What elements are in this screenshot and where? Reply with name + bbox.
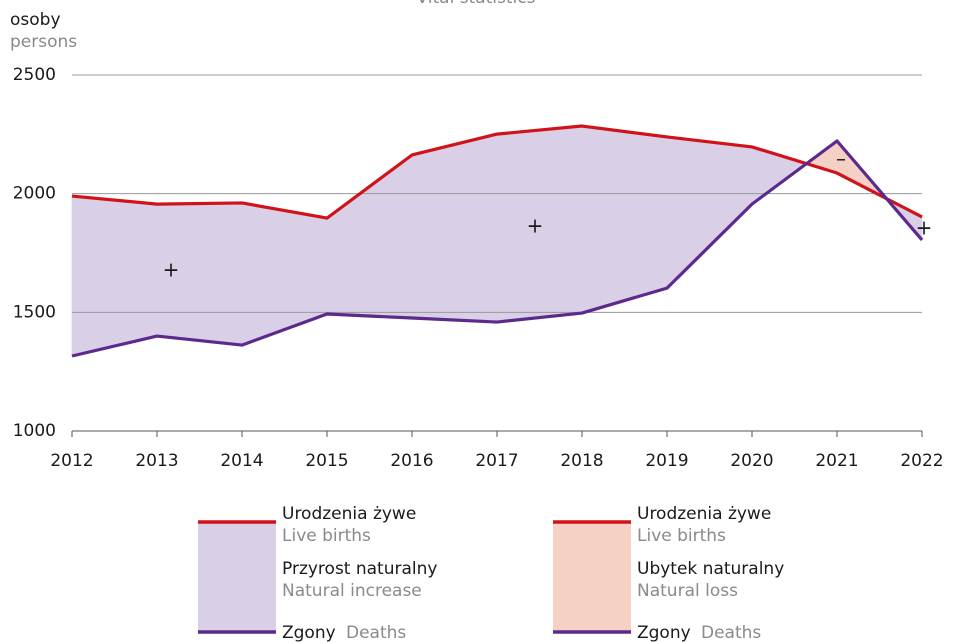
chart-title: Vital statistics	[417, 0, 536, 8]
legend-label-en: Natural increase	[282, 581, 422, 601]
legend-label: Zgony	[637, 623, 691, 642]
x-tick-label: 2015	[305, 451, 348, 471]
x-tick-label: 2013	[135, 451, 178, 471]
y-tick-label: 1000	[13, 421, 56, 441]
area-fill	[326, 154, 413, 319]
area-fill	[581, 125, 668, 314]
x-tick-label: 2019	[645, 451, 688, 471]
area-fill	[666, 136, 753, 289]
legend-fill	[553, 523, 631, 632]
legend-label: Urodzenia żywe	[637, 504, 771, 524]
legend-label-en: Deaths	[701, 623, 761, 642]
legend-label: Zgony	[282, 623, 336, 642]
y-axis-label: osoby	[10, 10, 61, 30]
annotation: +	[163, 258, 180, 282]
y-tick-label: 2000	[13, 184, 56, 204]
y-tick-label: 1500	[13, 302, 56, 322]
x-tick-label: 2012	[50, 451, 93, 471]
x-tick-label: 2020	[730, 451, 773, 471]
annotation: +	[916, 216, 933, 240]
x-tick-label: 2021	[815, 451, 858, 471]
area-fill	[71, 195, 158, 357]
legend-label: Urodzenia żywe	[282, 504, 416, 524]
legend-label-en: Live births	[282, 526, 371, 546]
legend-label-en: Natural loss	[637, 581, 738, 601]
legend-label: Przyrost naturalny	[282, 559, 437, 579]
x-tick-label: 2014	[220, 451, 263, 471]
annotation: +	[527, 214, 544, 238]
x-tick-label: 2017	[475, 451, 518, 471]
series-line	[71, 139, 924, 358]
y-tick-label: 2500	[13, 65, 56, 85]
area-fill	[241, 202, 328, 346]
annotation: –	[836, 147, 846, 171]
legend-label-en: Deaths	[346, 623, 406, 642]
series-line	[71, 124, 923, 220]
legend-fill	[198, 523, 276, 632]
legend-label: Ubytek naturalny	[637, 559, 784, 579]
x-tick-label: 2022	[900, 451, 943, 471]
area-fill	[411, 133, 498, 323]
legend-label-en: Live births	[637, 526, 726, 546]
y-axis-label-en: persons	[10, 32, 77, 52]
x-tick-label: 2018	[560, 451, 603, 471]
x-tick-label: 2016	[390, 451, 433, 471]
